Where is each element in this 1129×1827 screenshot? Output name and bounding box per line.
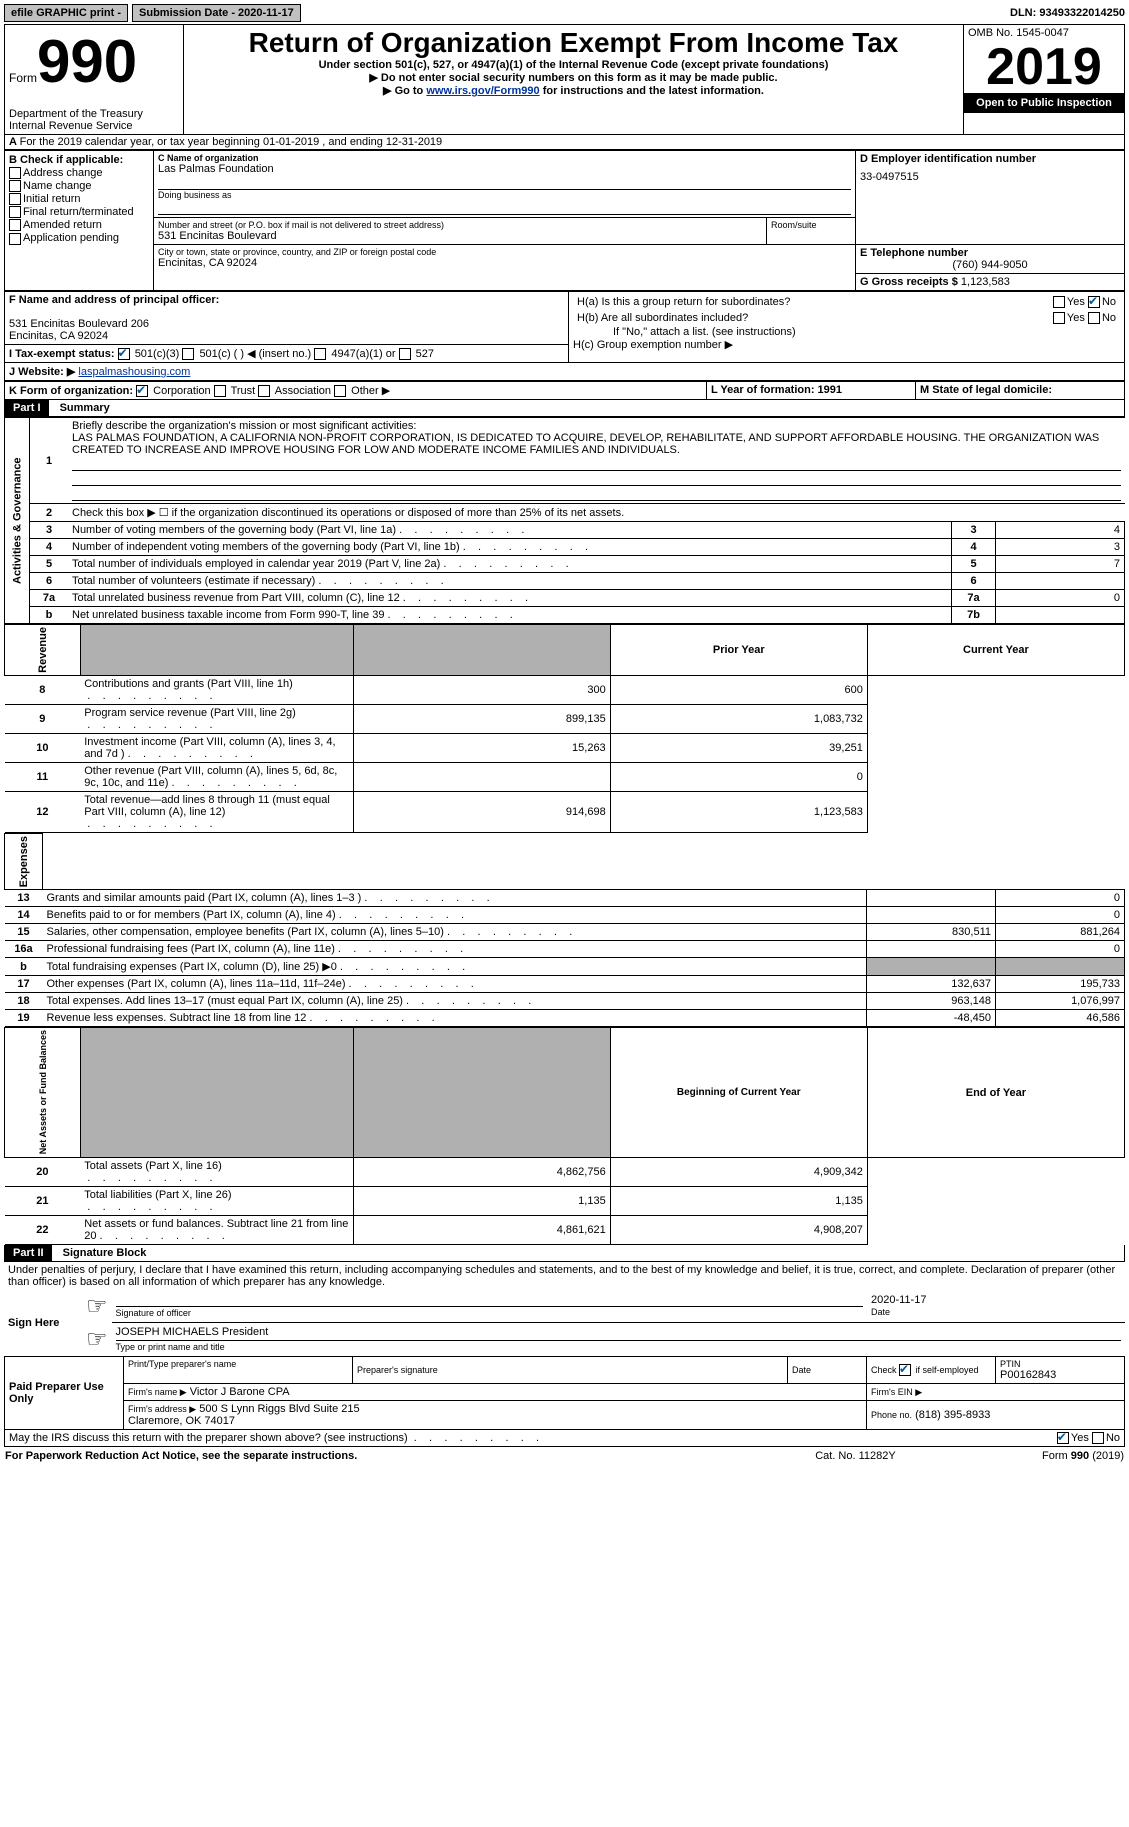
subtitle: Under section 501(c), 527, or 4947(a)(1)… [188, 59, 959, 71]
corp-checkbox[interactable] [136, 385, 148, 397]
section-FH: F Name and address of principal officer:… [4, 291, 1125, 363]
net-row: 21 Total liabilities (Part X, line 26) 1… [5, 1186, 1125, 1215]
app-pending-checkbox[interactable] [9, 233, 21, 245]
line-A: A For the 2019 calendar year, or tax yea… [4, 135, 1125, 150]
gov-row: 7a Total unrelated business revenue from… [5, 590, 1125, 607]
form-number: 990 [37, 28, 137, 95]
net-row: 20 Total assets (Part X, line 16) 4,862,… [5, 1157, 1125, 1186]
exp-row: 14 Benefits paid to or for members (Part… [5, 907, 1125, 924]
section-KLM: K Form of organization: Corporation Trus… [4, 381, 1125, 400]
exp-row: b Total fundraising expenses (Part IX, c… [5, 958, 1125, 976]
note2: ▶ Go to www.irs.gov/Form990 for instruct… [188, 84, 959, 97]
footer: For Paperwork Reduction Act Notice, see … [4, 1449, 1125, 1463]
gov-row: 6 Total number of volunteers (estimate i… [5, 573, 1125, 590]
section-C-city: City or town, state or province, country… [154, 245, 856, 291]
exp-row: 13 Grants and similar amounts paid (Part… [5, 890, 1125, 907]
website-link[interactable]: laspalmashousing.com [78, 366, 190, 378]
discuss-yes-checkbox[interactable] [1057, 1432, 1069, 1444]
dln: DLN: 93493322014250 [1010, 7, 1125, 19]
hb-yes-checkbox[interactable] [1053, 312, 1065, 324]
header-table: Form990 Department of the Treasury Inter… [4, 24, 1125, 135]
section-E: E Telephone number (760) 944-9050 [856, 245, 1125, 274]
vlabel-gov: Activities & Governance [5, 418, 30, 624]
vlabel-exp: Expenses [5, 834, 43, 890]
part2-badge: Part II [5, 1245, 52, 1261]
vlabel-net: Net Assets or Fund Balances [5, 1028, 81, 1157]
exp-row: 16a Professional fundraising fees (Part … [5, 941, 1125, 958]
4947-checkbox[interactable] [314, 348, 326, 360]
discuss-no-checkbox[interactable] [1092, 1432, 1104, 1444]
amended-checkbox[interactable] [9, 219, 21, 231]
open-inspection: Open to Public Inspection [964, 93, 1124, 113]
section-C-addr: Number and street (or P.O. box if mail i… [154, 218, 856, 245]
rev-row: 12 Total revenue—add lines 8 through 11 … [5, 792, 1125, 833]
vlabel-rev: Revenue [5, 625, 81, 676]
final-return-checkbox[interactable] [9, 206, 21, 218]
501c-checkbox[interactable] [182, 348, 194, 360]
section-G: G Gross receipts $ 1,123,583 [856, 274, 1125, 291]
501c3-checkbox[interactable] [118, 348, 130, 360]
part1-badge: Part I [5, 400, 49, 416]
part2-header-row: Part II Signature Block [4, 1245, 1125, 1262]
exp-row: 19 Revenue less expenses. Subtract line … [5, 1010, 1125, 1027]
net-table: Net Assets or Fund Balances Beginning of… [4, 1027, 1125, 1244]
rev-row: 9 Program service revenue (Part VIII, li… [5, 705, 1125, 734]
section-B: B Check if applicable: Address change Na… [5, 151, 154, 291]
section-I: I Tax-exempt status: 501(c)(3) 501(c) ( … [5, 345, 569, 363]
form990-link[interactable]: www.irs.gov/Form990 [426, 85, 539, 97]
other-checkbox[interactable] [334, 385, 346, 397]
summary-table: Activities & Governance 1 Briefly descri… [4, 417, 1125, 624]
sign-here-table: Sign Here ☞ Signature of officer 2020-11… [4, 1290, 1125, 1356]
section-D: D Employer identification number 33-0497… [856, 151, 1125, 245]
discuss-row: May the IRS discuss this return with the… [4, 1430, 1125, 1447]
tax-year: 2019 [964, 41, 1124, 93]
527-checkbox[interactable] [399, 348, 411, 360]
expenses-table: Expenses 13 Grants and similar amounts p… [4, 833, 1125, 1027]
section-H: H(a) Is this a group return for subordin… [569, 292, 1125, 363]
gov-row: 4 Number of independent voting members o… [5, 539, 1125, 556]
rev-row: 11 Other revenue (Part VIII, column (A),… [5, 763, 1125, 792]
rev-row: 8 Contributions and grants (Part VIII, l… [5, 676, 1125, 705]
section-BCDEFG: B Check if applicable: Address change Na… [4, 150, 1125, 291]
ha-yes-checkbox[interactable] [1053, 296, 1065, 308]
note1: ▶ Do not enter social security numbers o… [188, 71, 959, 84]
submission-button[interactable]: Submission Date - 2020-11-17 [132, 4, 301, 22]
section-J: J Website: ▶ laspalmashousing.com [4, 363, 1125, 381]
section-C-name: C Name of organization Las Palmas Founda… [154, 151, 856, 218]
addr-change-checkbox[interactable] [9, 167, 21, 179]
section-K: K Form of organization: Corporation Trus… [5, 382, 707, 400]
revenue-table: Revenue Prior Year Current Year 8 Contri… [4, 624, 1125, 833]
part1-header-row: Part I Summary [4, 400, 1125, 417]
rev-row: 10 Investment income (Part VIII, column … [5, 734, 1125, 763]
gov-row: 5 Total number of individuals employed i… [5, 556, 1125, 573]
paid-preparer-table: Paid Preparer Use Only Print/Type prepar… [4, 1356, 1125, 1430]
initial-return-checkbox[interactable] [9, 193, 21, 205]
net-row: 22 Net assets or fund balances. Subtract… [5, 1215, 1125, 1244]
declaration: Under penalties of perjury, I declare th… [4, 1262, 1125, 1290]
exp-row: 15 Salaries, other compensation, employe… [5, 924, 1125, 941]
hb-no-checkbox[interactable] [1088, 312, 1100, 324]
section-F: F Name and address of principal officer:… [5, 292, 569, 345]
exp-row: 18 Total expenses. Add lines 13–17 (must… [5, 993, 1125, 1010]
sign-here-label: Sign Here [4, 1290, 82, 1356]
exp-row: 17 Other expenses (Part IX, column (A), … [5, 976, 1125, 993]
name-change-checkbox[interactable] [9, 180, 21, 192]
top-bar: efile GRAPHIC print - Submission Date - … [4, 4, 1125, 22]
gov-row: 3 Number of voting members of the govern… [5, 522, 1125, 539]
dept: Department of the Treasury Internal Reve… [9, 108, 179, 132]
trust-checkbox[interactable] [214, 385, 226, 397]
paid-label: Paid Preparer Use Only [5, 1356, 124, 1429]
title: Return of Organization Exempt From Incom… [188, 27, 959, 59]
self-employed-checkbox[interactable] [899, 1364, 911, 1376]
form-label: Form [9, 71, 37, 85]
efile-button[interactable]: efile GRAPHIC print - [4, 4, 128, 22]
assoc-checkbox[interactable] [258, 385, 270, 397]
gov-row: b Net unrelated business taxable income … [5, 607, 1125, 624]
section-L: L Year of formation: 1991 [707, 382, 916, 400]
ha-no-checkbox[interactable] [1088, 296, 1100, 308]
section-M: M State of legal domicile: [916, 382, 1125, 400]
